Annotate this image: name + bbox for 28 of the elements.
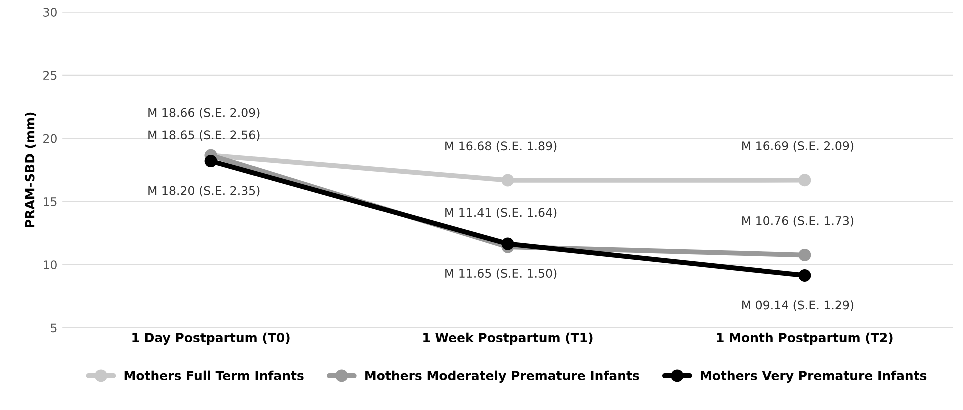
point: [798, 249, 812, 262]
y-tick-label: 5: [51, 324, 57, 333]
data-label: M 09.14 (S.E. 1.29): [742, 300, 854, 312]
data-label: M 16.68 (S.E. 1.89): [446, 141, 557, 152]
point: [204, 155, 218, 168]
y-tick-label: 15: [44, 198, 57, 206]
point: [798, 174, 812, 187]
y-tick-label: 25: [44, 71, 57, 80]
y-tick-label: 10: [44, 260, 57, 270]
y-tick-label: 30: [44, 8, 57, 17]
point: [502, 238, 514, 250]
legend-label: Mothers Very Premature Infants: [701, 370, 927, 384]
data-label: M 16.69 (S.E. 2.09): [742, 141, 854, 152]
y-axis-title: PRAM-SBD (mm): [25, 112, 36, 228]
point: [502, 174, 514, 187]
legend-label: Mothers Full Term Infants: [124, 370, 304, 380]
data-label: M 18.65 (S.E. 2.56): [148, 130, 260, 141]
point: [798, 269, 812, 282]
x-tick-label: 1 Month Postpartum (T2): [717, 332, 893, 345]
data-label: M 18.20 (S.E. 2.35): [148, 186, 260, 197]
x-tick-label: 1 Week Postpartum (T1): [424, 332, 593, 345]
data-label: M 11.41 (S.E. 1.64): [446, 208, 557, 219]
data-label: M 11.65 (S.E. 1.50): [446, 268, 557, 280]
y-tick-label: 20: [44, 134, 57, 144]
x-tick-label: 1 Day Postpartum (T0): [132, 332, 290, 346]
data-label: M 10.76 (S.E. 1.73): [742, 216, 854, 227]
legend-label: Mothers Moderately Premature Infants: [366, 370, 640, 384]
data-label: M 18.66 (S.E. 2.09): [148, 108, 260, 119]
